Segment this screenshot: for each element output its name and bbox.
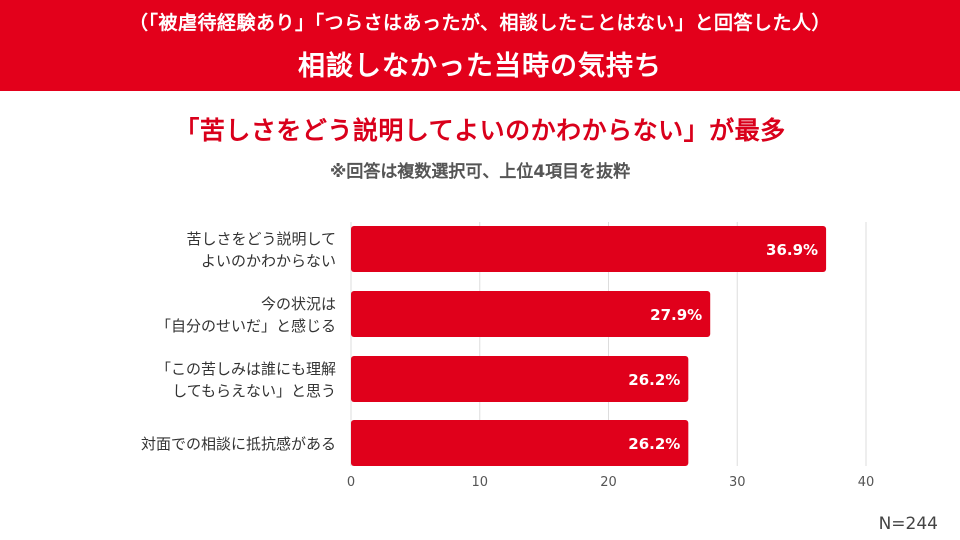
- header-banner: （「被虐待経験あり」「つらさはあったが、相談したことはない」と回答した人） 相談…: [0, 0, 960, 91]
- category-label: よいのかわからない: [201, 252, 336, 270]
- category-label: 「自分のせいだ」と感じる: [156, 317, 336, 335]
- data-label: 27.9%: [650, 306, 702, 324]
- category-label: 「この苦しみは誰にも理解: [156, 360, 336, 378]
- x-tick-label: 30: [729, 475, 746, 490]
- bar: [351, 291, 711, 337]
- x-tick-label: 10: [471, 475, 488, 490]
- bar: [351, 226, 827, 272]
- x-tick-label: 0: [347, 475, 355, 490]
- category-label: 苦しさをどう説明して: [186, 230, 336, 248]
- chart-headline: 「苦しさをどう説明してよいのかわからない」が最多: [174, 116, 786, 145]
- data-label: 36.9%: [766, 241, 818, 259]
- header-title: 相談しなかった当時の気持ち: [298, 51, 662, 82]
- x-tick-label: 40: [858, 475, 875, 490]
- x-tick-label: 20: [600, 475, 617, 490]
- chart-note: ※回答は複数選択可、上位4項目を抜粋: [329, 162, 631, 182]
- category-label: 対面での相談に抵抗感がある: [141, 435, 336, 453]
- category-label: 今の状況は: [261, 295, 336, 313]
- bar: [351, 420, 689, 466]
- sample-size-label: N=244: [878, 514, 938, 534]
- bar: [351, 356, 689, 402]
- category-label: してもらえない」と思う: [172, 382, 336, 400]
- data-label: 26.2%: [628, 435, 680, 453]
- header-subtitle: （「被虐待経験あり」「つらさはあったが、相談したことはない」と回答した人）: [128, 12, 832, 34]
- data-label: 26.2%: [628, 371, 680, 389]
